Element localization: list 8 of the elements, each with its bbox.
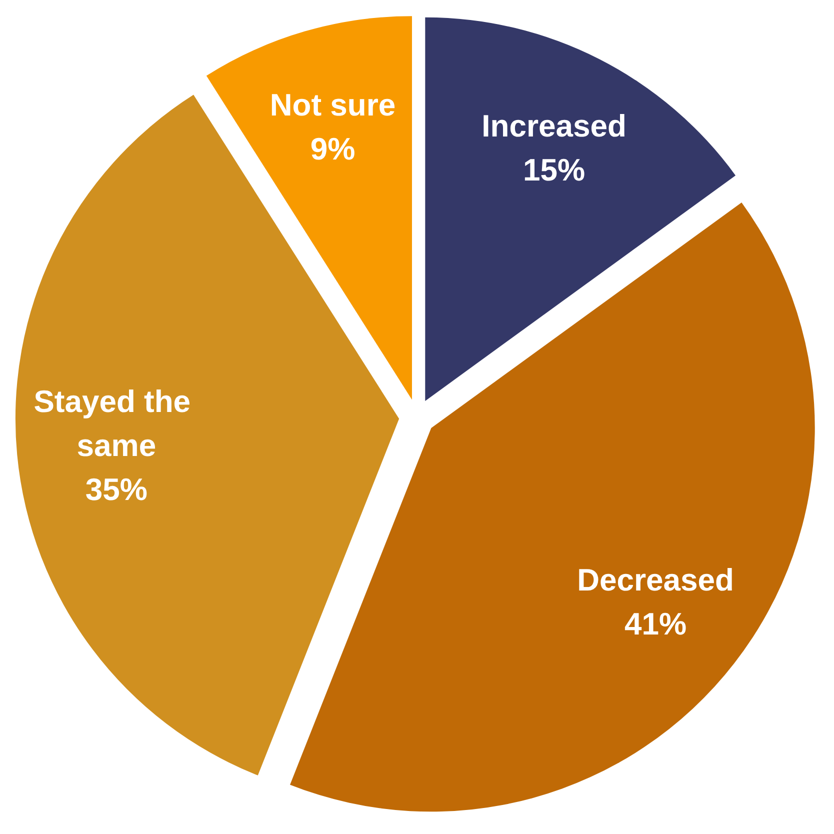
data-label: 35%: [85, 472, 148, 507]
slice-label: Decreased: [577, 562, 734, 598]
slice-label: Stayed the same: [34, 384, 200, 463]
slice-label: Not sure: [270, 88, 396, 123]
data-label: 41%: [624, 606, 687, 642]
slice-label: Increased: [482, 108, 626, 144]
data-label: 15%: [523, 152, 586, 188]
data-label: 9%: [310, 132, 356, 167]
